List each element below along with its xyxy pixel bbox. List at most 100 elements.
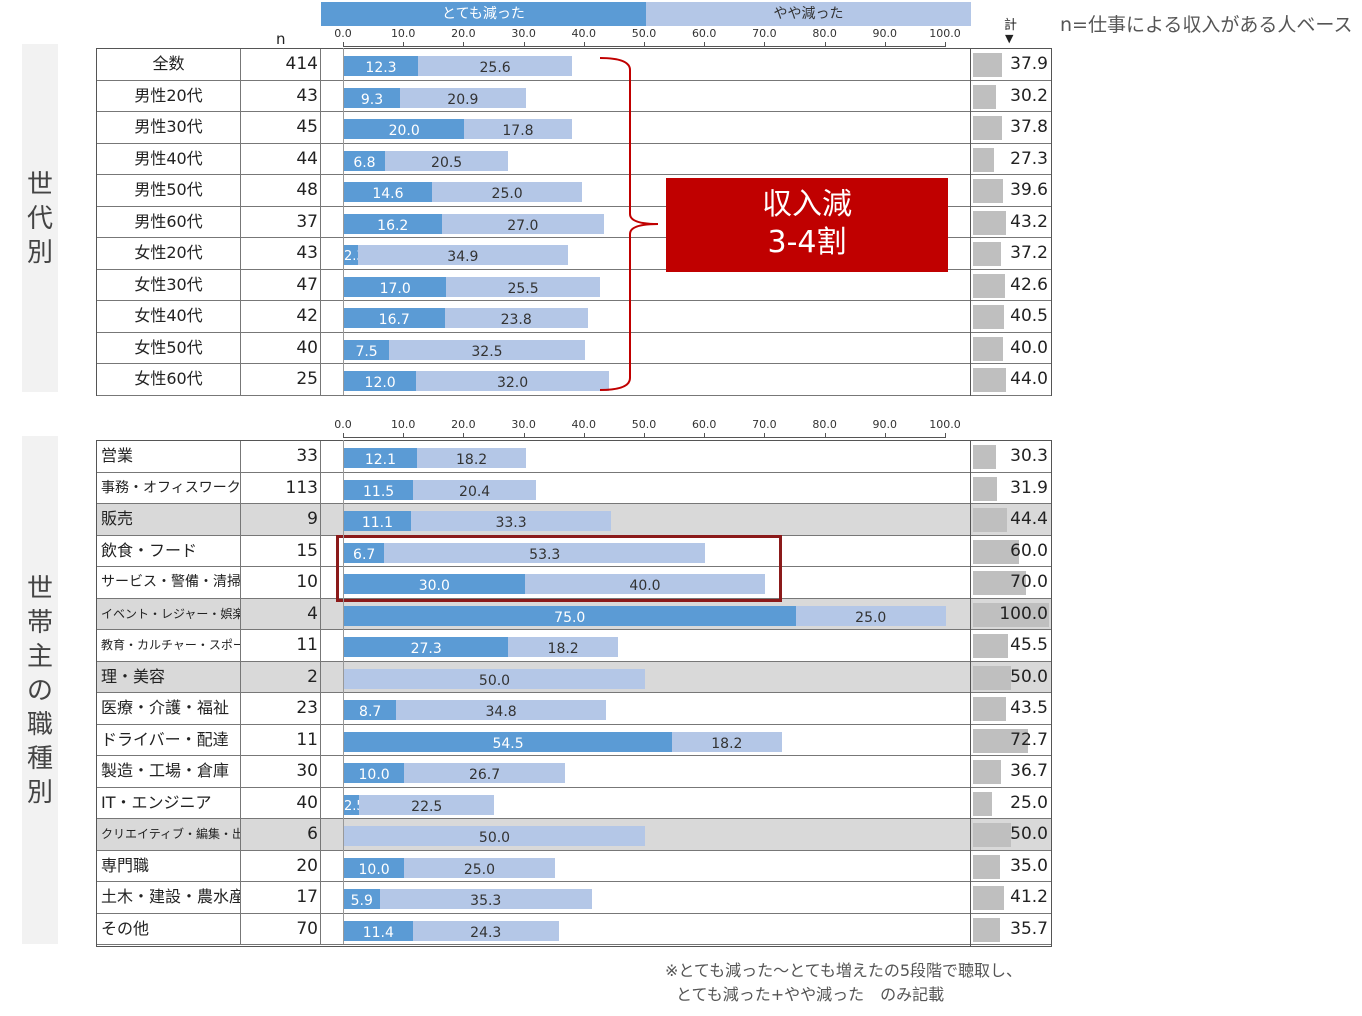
- bar-segment-series1: 11.5: [344, 479, 414, 500]
- axis-tick-mark: [824, 433, 826, 438]
- bar-segment-series2: 25.5: [446, 276, 600, 297]
- total-row: 37.8: [971, 112, 1051, 144]
- total-row: 50.0: [971, 819, 1051, 851]
- row-label: クリエイティブ・編集・出版: [97, 819, 241, 850]
- total-row: 40.0: [971, 333, 1051, 364]
- total-value: 50.0: [1010, 666, 1048, 687]
- total-value: 40.0: [1010, 337, 1048, 358]
- bar-segment-series2: 23.8: [444, 308, 588, 328]
- total-row: 35.0: [971, 851, 1051, 882]
- total-row: 25.0: [971, 788, 1051, 819]
- callout-income-decrease: 収入減 3-4割: [666, 178, 948, 272]
- table-row: 事務・オフィスワーク 113 11.5 20.4: [97, 472, 970, 504]
- row-n: 47: [241, 269, 321, 300]
- total-value: 100.0: [999, 603, 1048, 624]
- bar-segment-series2: 27.0: [441, 213, 605, 234]
- row-n: 11: [241, 630, 321, 661]
- table-row: 販売 9 11.1 33.3: [97, 504, 970, 536]
- section2-char: 種: [26, 744, 53, 774]
- bar-segment-series1: 17.0: [344, 276, 447, 297]
- total-bar: [973, 147, 994, 172]
- bar-segment-series2: 50.0: [344, 826, 645, 846]
- total-value: 44.4: [1010, 509, 1048, 529]
- table-row: 男性30代 45 20.0 17.8: [97, 112, 970, 144]
- bracket: [599, 57, 659, 391]
- total-row: 31.9: [971, 473, 1051, 504]
- bar-segment-series2: 34.9: [357, 245, 568, 265]
- bar-segment-series2: 26.7: [404, 763, 565, 783]
- bar-segment-series1: 12.1: [344, 448, 417, 468]
- bar-segment-series2: 33.3: [410, 511, 612, 531]
- axis-tick-mark: [884, 433, 886, 438]
- axis-tick-mark: [884, 42, 886, 47]
- bar-segment-series2: 32.0: [416, 371, 609, 391]
- total-bar: [973, 445, 997, 469]
- total-bar: [973, 728, 1029, 753]
- axis-tick-mark: [764, 42, 766, 47]
- axis-tick-label: 90.0: [872, 418, 898, 431]
- row-label: 男性30代: [97, 112, 241, 143]
- total-value: 36.7: [1010, 761, 1048, 781]
- section1-char: 別: [26, 238, 53, 268]
- table-row: イベント・レジャー・娯楽 4 75.0 25.0: [97, 598, 970, 630]
- total-column-header: 計: [1004, 18, 1018, 33]
- bar-segment-series2: 25.0: [431, 182, 583, 202]
- total-row: 43.5: [971, 693, 1051, 725]
- section1-char: 代: [26, 204, 53, 234]
- axis-tick-label: 20.0: [451, 418, 476, 431]
- row-n: 4: [241, 598, 321, 629]
- axis-line: [343, 46, 945, 47]
- axis-tick-mark: [945, 433, 946, 438]
- total-value: 72.7: [1010, 729, 1048, 750]
- bar-segment-series1: 14.6: [344, 182, 432, 202]
- table-row: 女性60代 25 12.0 32.0: [97, 364, 970, 396]
- row-label: 販売: [97, 504, 241, 535]
- axis-tick-mark: [764, 433, 766, 438]
- row-n: 48: [241, 175, 321, 206]
- table-row: ドライバー・配達 11 54.5 18.2: [97, 724, 970, 756]
- total-bar: [973, 886, 1005, 910]
- total-bar: [973, 476, 998, 501]
- total-bar: [973, 305, 1004, 329]
- bar-segment-series2: 22.5: [359, 794, 495, 815]
- total-row: 39.6: [971, 175, 1051, 207]
- total-row: 27.3: [971, 144, 1051, 175]
- axis-tick-label: 70.0: [752, 27, 777, 40]
- axis-tick-label: 50.0: [631, 27, 657, 40]
- row-label: サービス・警備・清掃: [97, 567, 241, 598]
- total-bar: [973, 634, 1008, 658]
- total-bar: [973, 791, 992, 816]
- base-note: n=仕事による収入がある人ベース: [1060, 14, 1353, 36]
- axis-tick-label: 70.0: [752, 418, 777, 431]
- bar-segment-series2: 40.0: [524, 574, 766, 594]
- chart2-totals: 30.3 31.9 44.4 60.0 70.0 100.0 45.5 50.0 43.5 72.…: [970, 440, 1052, 947]
- total-value: 43.5: [1010, 698, 1048, 718]
- total-bar: [973, 539, 1019, 564]
- total-bar: [973, 336, 1004, 361]
- row-label: 製造・工場・倉庫: [97, 756, 241, 787]
- total-row: 60.0: [971, 536, 1051, 567]
- table-row: 製造・工場・倉庫 30 10.0 26.7: [97, 756, 970, 788]
- row-label: 全数: [97, 49, 241, 80]
- chart1-totals: 37.9 30.2 37.8 27.3 39.6 43.2 37.2 42.6 40.5 40.0…: [970, 48, 1052, 396]
- total-row: 70.0: [971, 567, 1051, 599]
- section2-char: 帯: [26, 608, 53, 638]
- axis-tick-label: 30.0: [511, 418, 536, 431]
- bar-segment-series2: 18.2: [416, 448, 527, 468]
- row-label: 男性50代: [97, 175, 241, 206]
- total-sort-marker: ▼: [1005, 32, 1014, 45]
- axis-tick-label: 0.0: [334, 27, 352, 40]
- bar-segment-series2: 35.3: [379, 889, 593, 909]
- table-row: 男性60代 37 16.2 27.0: [97, 206, 970, 238]
- total-bar: [973, 602, 1049, 627]
- axis-tick-label: 100.0: [929, 27, 961, 40]
- bar-segment-series1: 6.7: [344, 542, 385, 563]
- bar-segment-series1: 16.2: [344, 213, 442, 234]
- row-n: 11: [241, 724, 321, 755]
- total-value: 39.6: [1010, 180, 1048, 200]
- total-value: 70.0: [1010, 572, 1048, 592]
- table-row: 女性20代 43 2.3 34.9: [97, 238, 970, 270]
- table-row: 医療・介護・福祉 23 8.7 34.8: [97, 693, 970, 725]
- axis-tick-label: 20.0: [451, 27, 476, 40]
- row-label: 事務・オフィスワーク: [97, 472, 241, 503]
